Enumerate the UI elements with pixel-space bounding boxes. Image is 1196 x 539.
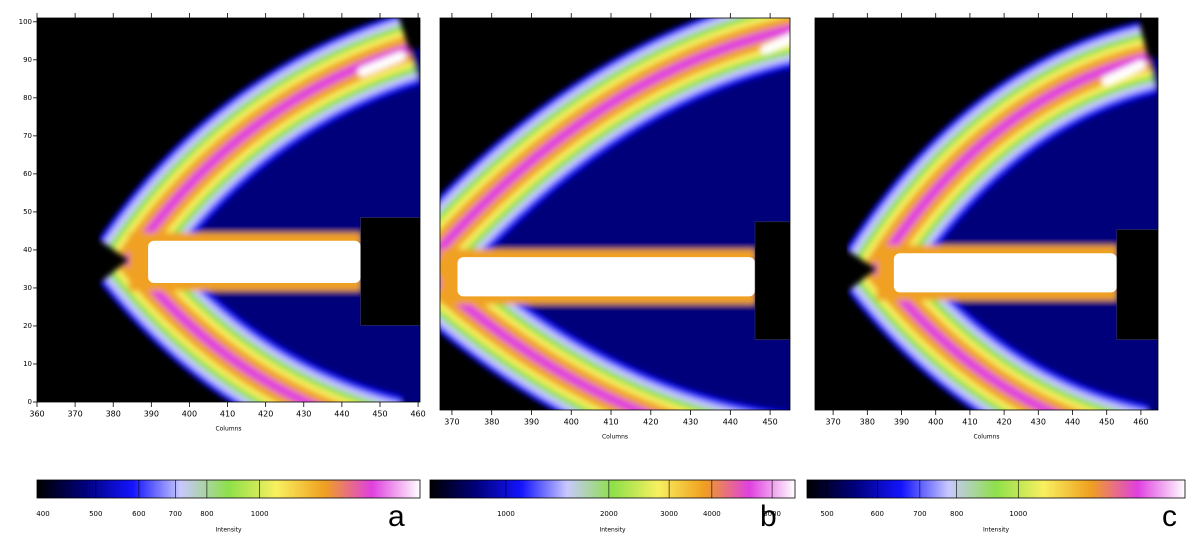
y-tick-label: 0	[28, 398, 32, 406]
colorbar-tick-label: 700	[913, 510, 926, 518]
colorbar-label: Intensity	[599, 527, 626, 534]
x-tick-label: 360	[29, 410, 44, 419]
colorbar-tick-label: 2000	[600, 510, 618, 518]
x-tick-label: 400	[564, 418, 579, 427]
x-tick-label: 370	[67, 410, 82, 419]
beam	[148, 241, 361, 283]
y-tick-label: 20	[23, 322, 32, 330]
colorbar-tick-label: 1000	[1009, 510, 1027, 518]
y-tick-label: 10	[23, 360, 32, 368]
x-tick-label: 450	[372, 410, 387, 419]
y-tick-label: 40	[23, 246, 32, 254]
beam	[458, 257, 756, 296]
colorbar-tick-label: 1000	[497, 510, 515, 518]
panel-label: b	[760, 500, 777, 533]
y-tick-label: 80	[23, 94, 32, 102]
y-tick-label: 70	[23, 132, 32, 140]
colorbar-tick-label: 600	[132, 510, 145, 518]
x-tick-label: 440	[723, 418, 738, 427]
x-tick-label: 410	[220, 410, 235, 419]
heatmap	[815, 18, 1196, 441]
y-tick-label: 50	[23, 208, 32, 216]
colorbar-tick-label: 800	[950, 510, 963, 518]
x-tick-label: 420	[258, 410, 273, 419]
x-tick-label: 380	[484, 418, 499, 427]
panel-label: c	[1162, 500, 1177, 533]
colorbar	[807, 480, 1185, 498]
x-tick-label: 400	[928, 418, 943, 427]
colorbar-tick-label: 1000	[251, 510, 269, 518]
x-axis-label: Columns	[602, 434, 628, 441]
y-tick-label: 100	[19, 18, 32, 26]
x-tick-label: 450	[1099, 418, 1114, 427]
y-tick-label: 30	[23, 284, 32, 292]
colorbar-tick-label: 500	[89, 510, 102, 518]
colorbar-tick-label: 4000	[703, 510, 721, 518]
beam	[894, 253, 1117, 292]
x-tick-label: 460	[1133, 418, 1148, 427]
x-tick-label: 390	[894, 418, 909, 427]
x-tick-label: 380	[860, 418, 875, 427]
x-tick-label: 430	[296, 410, 311, 419]
x-axis-label: Columns	[215, 426, 241, 433]
x-tick-label: 380	[106, 410, 121, 419]
colorbar-tick-label: 800	[200, 510, 213, 518]
x-tick-label: 440	[334, 410, 349, 419]
colorbar	[430, 480, 795, 498]
x-tick-label: 450	[762, 418, 777, 427]
y-tick-label: 90	[23, 56, 32, 64]
x-tick-label: 390	[144, 410, 159, 419]
x-tick-label: 370	[825, 418, 840, 427]
x-tick-label: 410	[603, 418, 618, 427]
x-tick-label: 440	[1065, 418, 1080, 427]
x-tick-label: 400	[182, 410, 197, 419]
colorbar-tick-label: 600	[871, 510, 884, 518]
x-tick-label: 430	[683, 418, 698, 427]
x-tick-label: 410	[962, 418, 977, 427]
x-tick-label: 420	[996, 418, 1011, 427]
panel-label: a	[388, 500, 405, 533]
colorbar-label: Intensity	[983, 527, 1010, 534]
panel: 370 380 390 400 410 420 430 440 450 460 Columns 500…	[807, 13, 1196, 534]
x-axis-label: Columns	[973, 434, 999, 441]
x-tick-label: 460	[410, 410, 425, 419]
y-tick-label: 60	[23, 170, 32, 178]
x-tick-label: 370	[444, 418, 459, 427]
x-tick-label: 390	[524, 418, 539, 427]
x-tick-label: 420	[643, 418, 658, 427]
colorbar-tick-label: 400	[36, 510, 49, 518]
figure: 360370380390400410420430440450460Columns…	[0, 0, 1196, 535]
beam-stop	[1117, 230, 1196, 340]
x-tick-label: 430	[1031, 418, 1046, 427]
colorbar-tick-label: 700	[169, 510, 182, 518]
colorbar-tick-label: 3000	[660, 510, 678, 518]
colorbar	[37, 480, 420, 498]
colorbar-tick-label: 500	[820, 510, 833, 518]
colorbar-label: Intensity	[215, 527, 242, 534]
